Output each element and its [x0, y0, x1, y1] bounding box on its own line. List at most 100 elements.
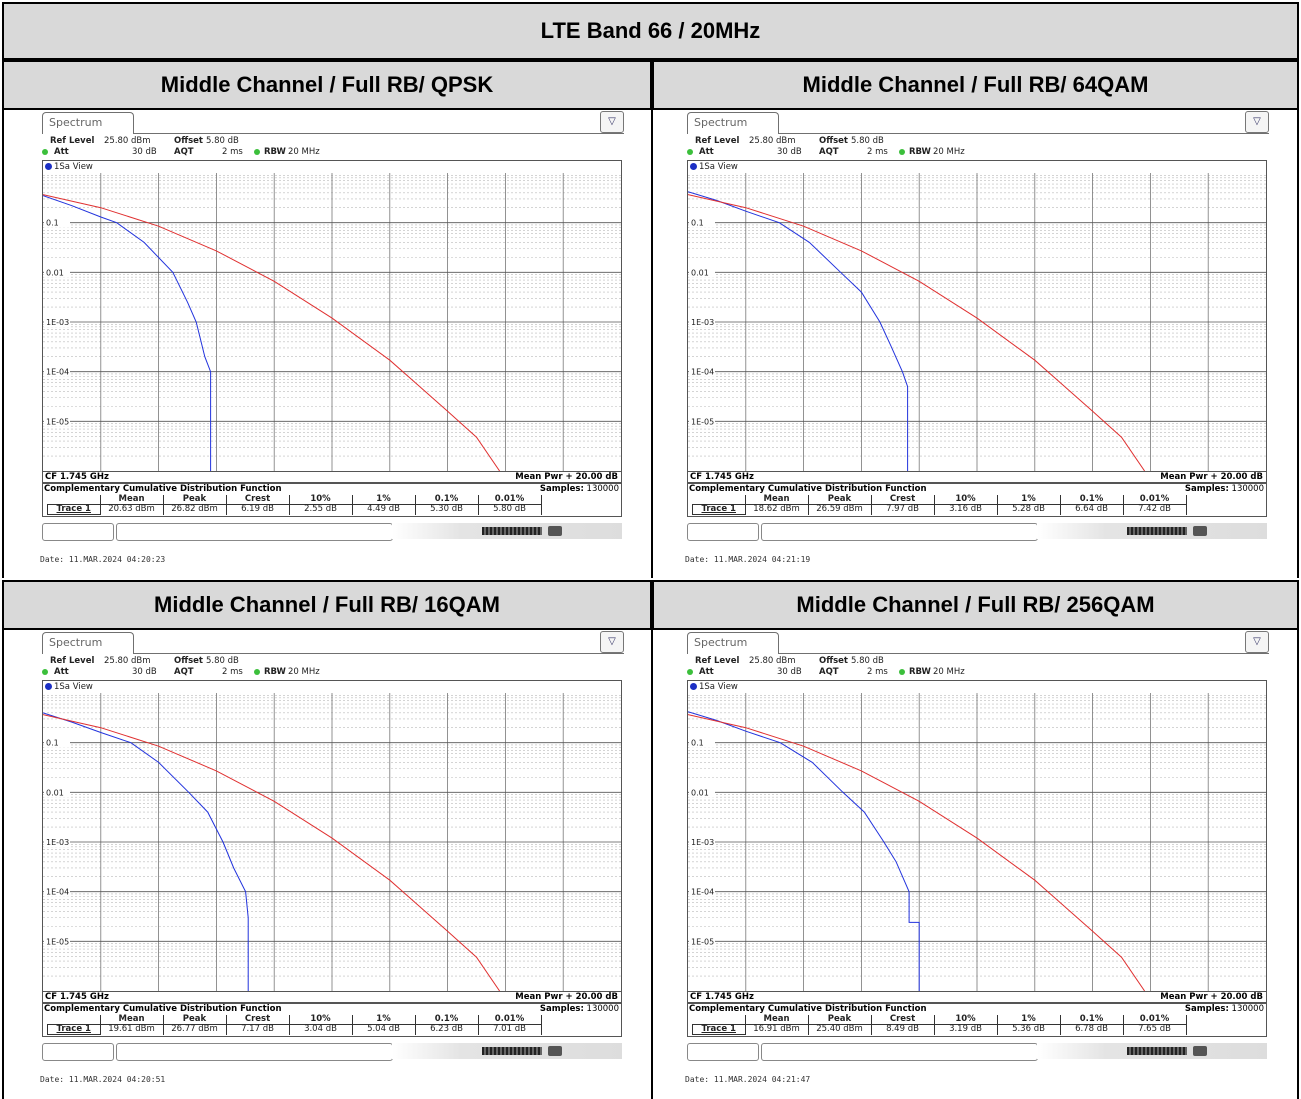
ccdf-title: Complementary Cumulative Distribution Fu… [689, 1004, 927, 1014]
result-cell: 5.36 dB [997, 1024, 1061, 1035]
table-title: LTE Band 66 / 20MHz [2, 2, 1299, 60]
status-field-1[interactable] [42, 523, 114, 541]
label: 1Sa View [54, 162, 93, 172]
trace-label: Trace 1 [692, 1024, 746, 1035]
gaussian-reference-trace [688, 194, 1146, 471]
spectrum-tab[interactable]: Spectrum [42, 112, 134, 134]
result-cell: 7.65 dB [1123, 1024, 1187, 1035]
gaussian-reference-trace [688, 714, 1146, 991]
column-header: Peak [163, 495, 227, 505]
ref-level-label: Ref Level [50, 136, 95, 146]
column-header: 0.01% [478, 1015, 542, 1025]
att-status-icon [687, 669, 693, 675]
att-label: Att [699, 147, 714, 157]
result-cell: 5.80 dB [478, 504, 542, 515]
column-header: Peak [808, 495, 872, 505]
cf-row: CF 1.745 GHz Mean Pwr + 20.00 dB [687, 991, 1267, 1003]
offset-label: Offset [819, 136, 848, 146]
y-tick-label: 1E-03 [46, 318, 69, 327]
result-cell: 26.82 dBm [163, 504, 227, 515]
label: Samples: [1184, 484, 1229, 494]
mean-power-span: Mean Pwr + 20.00 dB [515, 992, 618, 1002]
settings-info: Ref Level 25.80 dBm Offset 5.80 dB Att 3… [687, 136, 1257, 160]
column-header: 10% [289, 495, 353, 505]
status-field-2[interactable] [761, 523, 1038, 541]
result-cell: 3.04 dB [289, 1024, 353, 1035]
dropdown-menu-icon[interactable]: ▽ [600, 111, 624, 133]
column-header: Mean [100, 495, 164, 505]
y-tick-label: 1E-05 [691, 417, 714, 426]
status-field-1[interactable] [687, 1043, 759, 1061]
ccdf-chart: 0.1 0.01 1E-03 1E-04 1E-05 [688, 173, 1266, 471]
ref-level-value: 25.80 dBm [104, 656, 151, 666]
column-header: 0.1% [415, 495, 479, 505]
center-frequency: CF 1.745 GHz [45, 992, 109, 1002]
trace-indicator-icon [45, 683, 52, 690]
measured-ccdf-trace [43, 195, 212, 471]
result-cell: 6.19 dB [226, 504, 290, 515]
status-field-1[interactable] [687, 523, 759, 541]
ccdf-results: Complementary Cumulative Distribution Fu… [42, 1003, 622, 1037]
panel-header-64qam: Middle Channel / Full RB/ 64QAM [652, 60, 1299, 110]
capture-date: Date: 11.MAR.2024 04:21:19 [685, 555, 811, 564]
status-field-2[interactable] [761, 1043, 1038, 1061]
column-header: 0.1% [1060, 495, 1124, 505]
spectrum-tab[interactable]: Spectrum [42, 632, 134, 654]
result-cell: 6.23 dB [415, 1024, 479, 1035]
ref-level-value: 25.80 dBm [104, 136, 151, 146]
ccdf-results: Complementary Cumulative Distribution Fu… [687, 1003, 1267, 1037]
ccdf-chart: 0.1 0.01 1E-03 1E-04 1E-05 [43, 173, 621, 471]
spectrum-tab[interactable]: Spectrum [687, 632, 779, 654]
column-header: 10% [934, 1015, 998, 1025]
offset-label: Offset [174, 136, 203, 146]
spectrum-tab[interactable]: Spectrum [687, 112, 779, 134]
rbw-value: 20 MHz [288, 667, 320, 677]
result-cell: 20.63 dBm [100, 504, 164, 515]
settings-info: Ref Level 25.80 dBm Offset 5.80 dB Att 3… [42, 656, 612, 680]
aqt-label: AQT [819, 147, 839, 157]
dropdown-menu-icon[interactable]: ▽ [1245, 111, 1269, 133]
result-cell: 5.28 dB [997, 504, 1061, 515]
center-frequency: CF 1.745 GHz [45, 472, 109, 482]
ccdf-chart: 0.1 0.01 1E-03 1E-04 1E-05 [43, 693, 621, 991]
status-field-2[interactable] [116, 1043, 393, 1061]
tab-divider [134, 653, 624, 654]
column-header: 1% [997, 1015, 1061, 1025]
offset-value: 5.80 dB [851, 136, 884, 146]
analyzer-screenshot: Spectrum ▽ Ref Level 25.80 dBm Offset 5.… [40, 110, 626, 570]
column-header: 1% [352, 495, 416, 505]
column-header: Mean [745, 1015, 809, 1025]
aqt-label: AQT [174, 667, 194, 677]
label: 130000 [1231, 484, 1264, 494]
column-header: Crest [871, 495, 935, 505]
dropdown-menu-icon[interactable]: ▽ [600, 631, 624, 653]
trace-indicator-icon [690, 683, 697, 690]
center-frequency: CF 1.745 GHz [690, 472, 754, 482]
y-tick-label: 0.01 [691, 788, 709, 797]
cf-row: CF 1.745 GHz Mean Pwr + 20.00 dB [687, 471, 1267, 483]
att-label: Att [54, 667, 69, 677]
y-tick-label: 1E-05 [46, 417, 69, 426]
status-field-1[interactable] [42, 1043, 114, 1061]
rbw-label: RBW [909, 667, 931, 677]
column-header: 10% [289, 1015, 353, 1025]
progress-bar [1127, 1047, 1187, 1055]
y-tick-label: 0.1 [691, 739, 704, 748]
dropdown-menu-icon[interactable]: ▽ [1245, 631, 1269, 653]
label: Samples: [539, 1004, 584, 1014]
view-label: 1Sa View [45, 682, 93, 692]
measurement-status [1037, 1043, 1267, 1059]
panel-header-256qam: Middle Channel / Full RB/ 256QAM [652, 580, 1299, 630]
y-tick-label: 0.01 [691, 268, 709, 277]
rbw-value: 20 MHz [933, 667, 965, 677]
samples-count: Samples: 130000 [540, 484, 619, 494]
view-label: 1Sa View [45, 162, 93, 172]
att-label: Att [699, 667, 714, 677]
status-field-2[interactable] [116, 523, 393, 541]
aqt-value: 2 ms [222, 147, 243, 157]
result-cell: 6.64 dB [1060, 504, 1124, 515]
column-header: 0.01% [1123, 495, 1187, 505]
measurement-status [1037, 523, 1267, 539]
result-cell: 2.55 dB [289, 504, 353, 515]
ccdf-results-table: Mean Peak Crest 10% 1% 0.1% 0.01% Trace 1 18.62… [692, 495, 1187, 515]
